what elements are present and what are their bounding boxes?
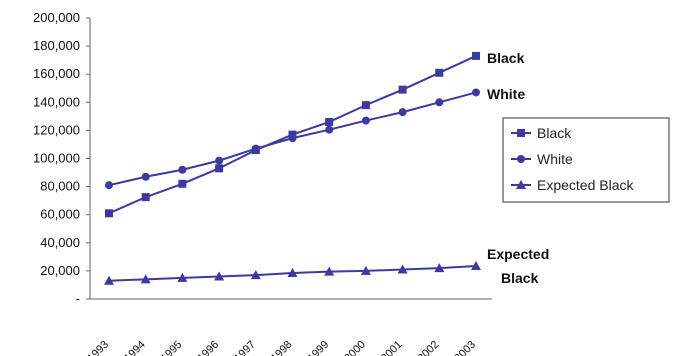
data-point [251,144,260,153]
end-label-white: White [487,86,525,102]
y-tick-label: 140,000 [33,94,80,109]
data-point [215,156,224,165]
data-point [324,266,335,276]
y-tick-label: - [76,291,80,306]
data-point [397,264,408,274]
x-tick-label: 1994 [122,339,148,356]
legend-entry: Black [511,125,572,141]
end-label-expected-line1: Expected [487,246,549,262]
data-point [105,181,113,190]
legend-entry: Expected Black [511,177,634,193]
data-point [325,117,334,126]
y-tick-label: 160,000 [33,66,80,81]
legend-label: Expected Black [537,177,634,193]
x-tick-label: 1998 [269,339,295,356]
legend-marker [517,155,525,163]
legend-entry: White [511,151,573,167]
data-point [471,260,481,270]
x-tick-label: 2000 [342,339,368,356]
x-tick-label: 1997 [232,339,258,356]
legend-marker [517,129,525,137]
x-tick-label: 2003 [452,339,478,356]
data-point [104,275,114,285]
y-tick-label: 40,000 [40,235,80,250]
data-point [435,68,444,77]
data-point [434,263,445,273]
y-tick-label: 180,000 [33,38,80,53]
data-point [435,98,444,107]
y-tick-label: 200,000 [33,10,80,25]
data-point [177,272,188,282]
x-tick-label: 1996 [195,339,221,356]
data-point [214,271,225,281]
legend-marker [516,180,526,189]
data-point [215,164,224,173]
data-point [361,101,370,110]
data-point [398,108,407,117]
x-tick-label: 2001 [379,339,405,356]
legend-label: White [537,151,573,167]
x-tick-label: 1995 [159,339,185,356]
series-white [105,88,480,190]
end-label-black: Black [487,50,525,66]
data-point [140,274,151,284]
data-point [361,116,370,125]
legend-label: Black [537,125,572,141]
x-tick-label: 2002 [416,339,442,356]
end-label-expected-line2: Black [501,270,539,286]
y-tick-label: 100,000 [33,151,80,166]
data-point [360,265,371,275]
data-point [287,268,298,278]
y-tick-label: 60,000 [40,207,80,222]
data-point [250,270,261,280]
data-point [288,134,297,143]
x-axis: 1993 1994 1995 1996 1997 1998 1999 2000 2001 2002… [85,298,492,356]
data-point [472,51,480,60]
series-layer [104,51,481,285]
data-point [141,172,150,181]
y-axis: - 20,000 40,000 60,000 80,000 100,000 120,000 1… [33,10,91,306]
x-tick-label: 1993 [85,339,111,356]
series-expected-black [104,260,481,285]
x-tick-label: 1999 [306,339,332,356]
data-point [325,125,334,134]
data-point [141,193,150,202]
data-point [178,179,187,188]
data-point [398,85,407,94]
legend: Black White Expected Black [502,117,670,203]
data-point [105,209,113,218]
y-tick-label: 80,000 [40,179,80,194]
data-point [472,88,480,97]
y-tick-label: 20,000 [40,263,80,278]
y-tick-label: 120,000 [33,122,80,137]
data-point [178,165,187,174]
